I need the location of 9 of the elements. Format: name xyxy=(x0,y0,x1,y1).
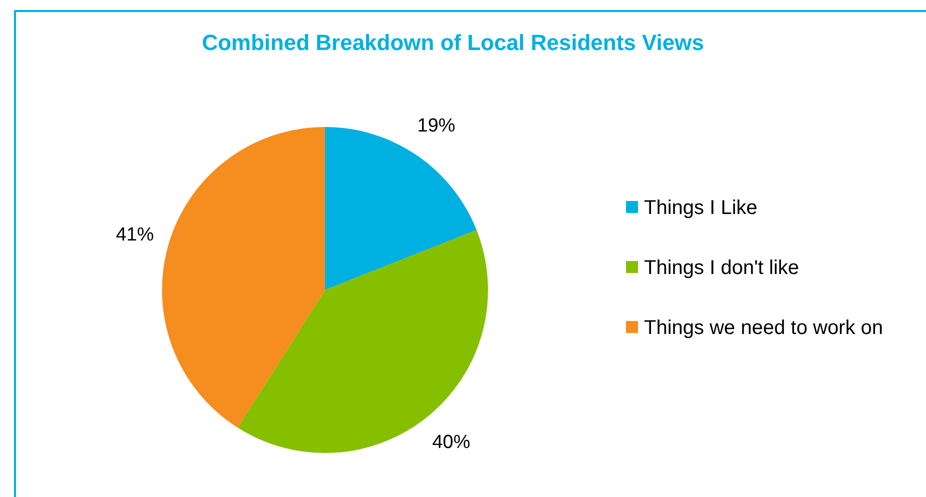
legend-label: Things I don't like xyxy=(644,256,800,281)
legend-label: Things I Like xyxy=(644,196,758,221)
data-label: 40% xyxy=(432,432,470,454)
legend-label: Things we need to work on xyxy=(644,316,884,341)
data-label: 41% xyxy=(116,224,154,246)
data-label: 19% xyxy=(417,116,456,137)
chart-title: Combined Breakdown of Local Residents Views xyxy=(200,30,706,56)
pie-slice xyxy=(238,230,488,453)
pie-slice xyxy=(162,127,325,428)
